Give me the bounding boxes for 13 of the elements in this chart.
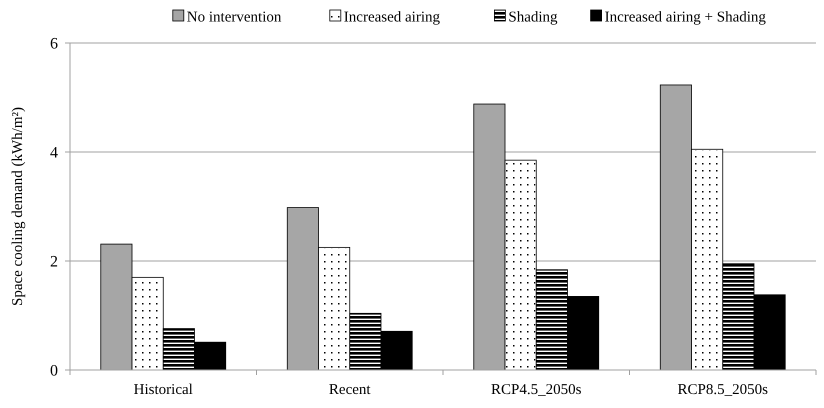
- legend-label: Increased airing + Shading: [604, 9, 766, 26]
- y-tick-label: 0: [50, 362, 58, 380]
- y-tick-label: 2: [50, 254, 58, 271]
- legend-label: Increased airing: [344, 9, 440, 26]
- x-tick-label: RCP8.5_2050s: [678, 382, 768, 398]
- x-tick-label: RCP4.5_2050s: [491, 382, 582, 398]
- legend-label: Shading: [508, 9, 558, 26]
- legend-label: No intervention: [186, 9, 282, 26]
- x-tick-label: Recent: [328, 382, 372, 398]
- y-tick-label: 6: [50, 36, 58, 53]
- y-tick-label: 4: [50, 144, 58, 162]
- x-tick-label: Historical: [134, 382, 193, 398]
- y-axis-title: Space cooling demand (kWh/m²): [10, 106, 26, 306]
